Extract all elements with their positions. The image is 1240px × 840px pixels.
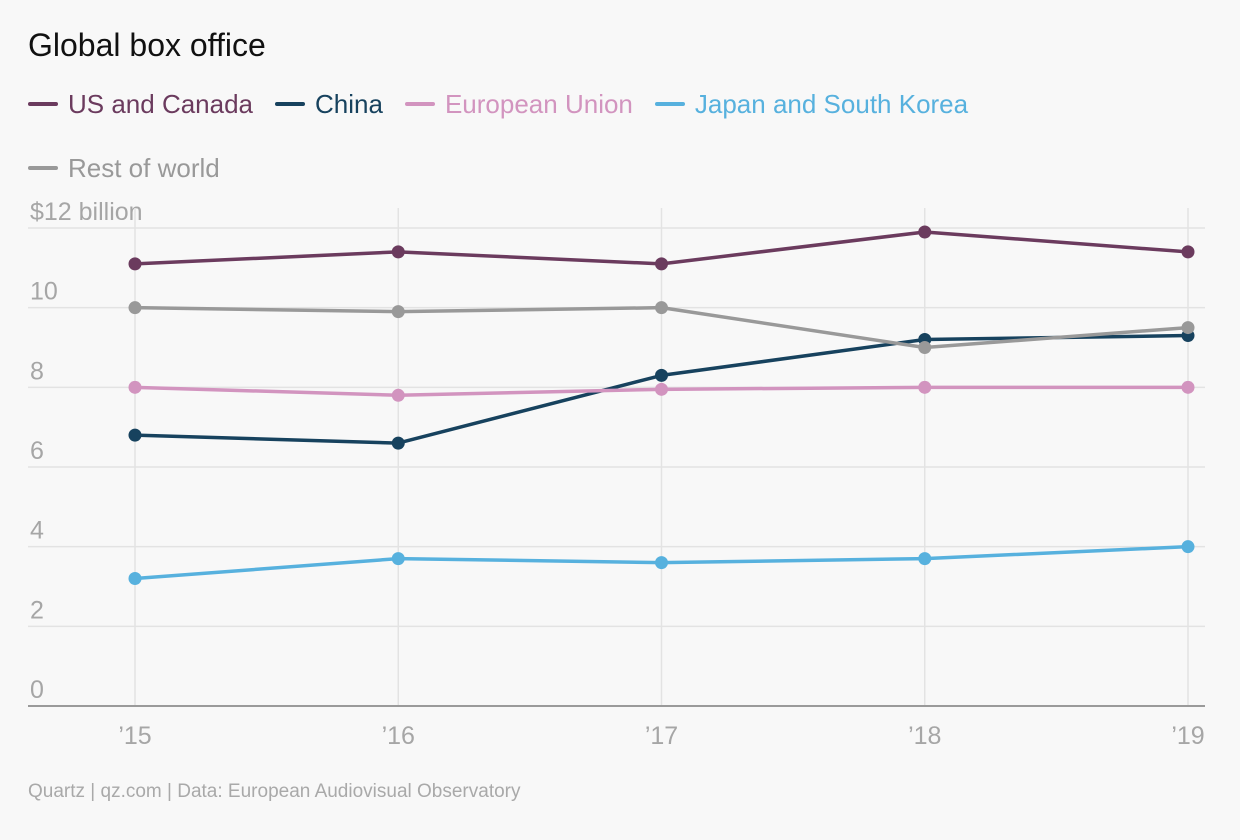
x-tick-label: ’15 — [118, 722, 151, 750]
chart-title: Global box office — [28, 27, 266, 63]
y-tick-label: 4 — [30, 517, 44, 545]
source-credit: Quartz | qz.com | Data: European Audiovi… — [28, 781, 521, 802]
data-point-rest-of-world — [655, 301, 668, 315]
x-tick-label: ’19 — [1171, 722, 1204, 750]
data-point-japan-and-south-korea — [918, 552, 932, 566]
data-point-rest-of-world — [128, 301, 142, 315]
data-point-european-union — [655, 382, 668, 396]
data-point-japan-and-south-korea — [655, 556, 668, 570]
legend-label: China — [315, 88, 383, 119]
data-point-us-and-canada — [1181, 245, 1195, 259]
x-tick-label: ’17 — [645, 722, 678, 750]
chart-legend: US and Canada China European Union Japan an… — [28, 86, 1028, 186]
data-point-rest-of-world — [1181, 321, 1195, 335]
data-point-japan-and-south-korea — [128, 572, 142, 586]
legend-item: China — [275, 86, 383, 122]
data-point-rest-of-world — [391, 305, 405, 319]
legend-swatch — [28, 166, 58, 170]
data-point-us-and-canada — [918, 225, 932, 239]
legend-label: European Union — [444, 88, 633, 119]
y-tick-label: 0 — [30, 676, 44, 704]
legend-label: US and Canada — [68, 88, 254, 119]
legend-swatch — [275, 102, 306, 106]
data-point-european-union — [128, 380, 142, 394]
data-point-us-and-canada — [128, 257, 142, 271]
data-point-japan-and-south-korea — [391, 552, 405, 566]
y-tick-label: 6 — [30, 437, 44, 465]
legend-swatch — [654, 102, 685, 106]
legend-item: Japan and South Korea — [654, 86, 969, 122]
data-point-japan-and-south-korea — [1181, 540, 1195, 554]
legend-swatch — [404, 102, 435, 106]
x-tick-label: ’18 — [908, 722, 941, 750]
legend-swatch — [28, 102, 58, 106]
legend-label: Rest of world — [68, 152, 220, 183]
legend-item: US and Canada — [28, 86, 253, 122]
data-point-european-union — [1181, 380, 1195, 394]
legend-item: Rest of world — [28, 150, 220, 186]
data-point-us-and-canada — [391, 245, 405, 259]
data-point-china — [655, 368, 668, 382]
y-tick-label: 10 — [30, 278, 58, 306]
x-tick-label: ’16 — [382, 722, 415, 750]
data-point-rest-of-world — [918, 341, 932, 354]
legend-item: European Union — [404, 86, 633, 122]
y-tick-label: 2 — [30, 596, 44, 624]
data-point-china — [391, 436, 405, 450]
data-point-us-and-canada — [655, 257, 668, 271]
data-point-european-union — [391, 388, 405, 402]
y-tick-label: 8 — [30, 357, 44, 385]
data-point-european-union — [918, 380, 932, 394]
data-point-china — [128, 428, 142, 442]
legend-label: Japan and South Korea — [694, 88, 969, 119]
y-tick-label: $12 billion — [30, 198, 143, 226]
